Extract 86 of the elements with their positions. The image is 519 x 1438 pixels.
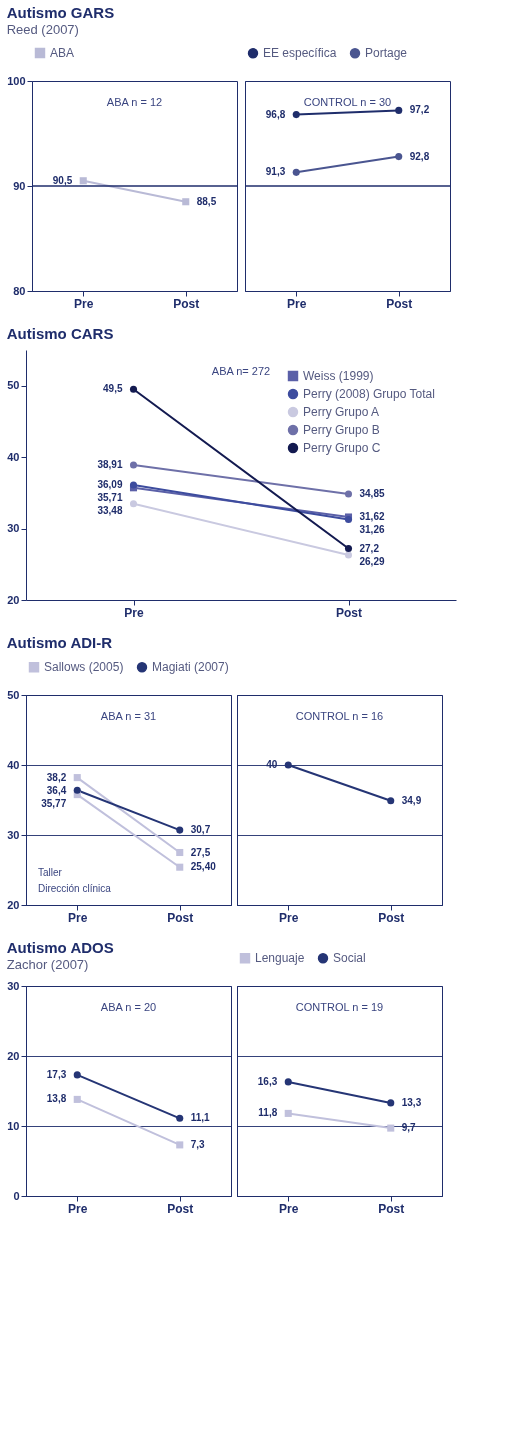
annotation: ABA n = 12 bbox=[106, 96, 163, 108]
legend-label: Sallows (2005) bbox=[44, 660, 124, 675]
y-tick-label: 50 bbox=[7, 688, 20, 701]
legend-label: Perry Grupo C bbox=[303, 441, 381, 455]
chart-subtitle: Zachor (2007) bbox=[6, 957, 89, 972]
data-label: 26,29 bbox=[359, 555, 385, 567]
data-label: 33,48 bbox=[97, 505, 123, 517]
x-tick-label: Pre bbox=[287, 296, 307, 311]
data-label: 49,5 bbox=[103, 383, 123, 395]
annotation: CONTROL n = 19 bbox=[295, 1001, 384, 1013]
y-tick-label: 30 bbox=[7, 828, 20, 841]
annotation: CONTROL n = 30 bbox=[303, 96, 392, 108]
data-label: 36,4 bbox=[46, 784, 67, 796]
legend-label: Perry (2008) Grupo Total bbox=[303, 387, 435, 401]
y-tick-label: 0 bbox=[13, 1189, 20, 1202]
y-tick-label: 40 bbox=[7, 758, 20, 771]
x-tick-label: Post bbox=[378, 1201, 405, 1216]
data-label: 16,3 bbox=[257, 1075, 278, 1087]
x-tick-label: Post bbox=[335, 605, 363, 620]
data-label: 34,85 bbox=[359, 487, 385, 499]
chart-title: Autismo GARS bbox=[6, 4, 115, 21]
chart-title: Autismo CARS bbox=[6, 325, 114, 342]
y-tick-label: 20 bbox=[7, 593, 20, 606]
y-tick-label: 90 bbox=[13, 179, 26, 192]
data-label: 27,5 bbox=[190, 846, 211, 858]
data-label: 30,7 bbox=[190, 824, 211, 836]
data-label: 7,3 bbox=[190, 1138, 206, 1150]
x-tick-label: Post bbox=[378, 910, 405, 925]
legend-label: EE específica bbox=[263, 46, 337, 61]
legend-label: Perry Grupo B bbox=[303, 423, 380, 437]
legend-label: Magiati (2007) bbox=[152, 660, 229, 675]
chart-title: Autismo ADI-R bbox=[6, 634, 113, 651]
annotation: ABA n = 20 bbox=[100, 1001, 157, 1013]
y-tick-label: 50 bbox=[7, 379, 20, 392]
y-tick-label: 80 bbox=[13, 284, 26, 297]
legend-label: Portage bbox=[365, 46, 408, 61]
annotation: CONTROL n = 16 bbox=[295, 710, 384, 722]
x-tick-label: Post bbox=[173, 296, 200, 311]
data-label: 25,40 bbox=[190, 861, 217, 873]
y-tick-label: 40 bbox=[7, 450, 20, 463]
x-tick-label: Pre bbox=[68, 910, 88, 925]
data-label: 11,1 bbox=[190, 1112, 211, 1124]
x-tick-label: Pre bbox=[279, 910, 299, 925]
x-tick-label: Pre bbox=[74, 296, 94, 311]
data-label: 97,2 bbox=[409, 104, 430, 116]
data-label: 36,09 bbox=[97, 479, 123, 491]
data-label: 90,5 bbox=[52, 174, 73, 186]
data-label: 35,77 bbox=[41, 797, 67, 809]
data-label: 13,8 bbox=[46, 1093, 67, 1105]
chart-title: Autismo ADOS bbox=[6, 939, 114, 956]
x-tick-label: Post bbox=[386, 296, 413, 311]
annotation: ABA n= 272 bbox=[211, 365, 271, 377]
y-tick-label: 100 bbox=[7, 74, 26, 87]
data-label: 34,9 bbox=[401, 794, 422, 806]
data-label: 35,71 bbox=[97, 492, 123, 504]
y-tick-label: 20 bbox=[7, 898, 20, 911]
x-tick-label: Pre bbox=[124, 605, 144, 620]
data-label: 13,3 bbox=[401, 1096, 422, 1108]
data-label: 88,5 bbox=[196, 195, 217, 207]
data-label: 11,8 bbox=[258, 1107, 278, 1119]
data-label: 38,91 bbox=[97, 458, 123, 470]
legend-label: Lenguaje bbox=[255, 951, 305, 966]
legend-label: ABA bbox=[50, 46, 75, 60]
annotation: ABA n = 31 bbox=[100, 710, 157, 722]
data-label: 31,62 bbox=[359, 511, 385, 522]
legend-label: Social bbox=[333, 951, 366, 966]
legend-label: Weiss (1999) bbox=[303, 369, 374, 383]
x-tick-label: Pre bbox=[68, 1201, 88, 1216]
y-tick-label: 10 bbox=[7, 1119, 20, 1132]
data-label: 27,2 bbox=[359, 542, 380, 554]
data-label: 96,8 bbox=[265, 108, 286, 120]
data-label: 38,2 bbox=[46, 771, 67, 783]
x-tick-label: Post bbox=[167, 1201, 194, 1216]
legend-label: Perry Grupo A bbox=[303, 405, 380, 419]
data-label: 91,3 bbox=[265, 166, 286, 178]
annotation: Taller bbox=[38, 867, 63, 878]
data-label: 92,8 bbox=[409, 150, 430, 162]
chart-subtitle: Reed (2007) bbox=[6, 22, 79, 37]
x-tick-label: Post bbox=[167, 910, 194, 925]
annotation: Dirección clínica bbox=[38, 883, 112, 894]
x-tick-label: Pre bbox=[279, 1201, 299, 1216]
y-tick-label: 30 bbox=[7, 522, 20, 535]
y-tick-label: 20 bbox=[7, 1049, 20, 1062]
y-tick-label: 30 bbox=[7, 979, 20, 992]
data-label: 17,3 bbox=[46, 1068, 67, 1080]
data-label: 31,26 bbox=[359, 524, 385, 535]
